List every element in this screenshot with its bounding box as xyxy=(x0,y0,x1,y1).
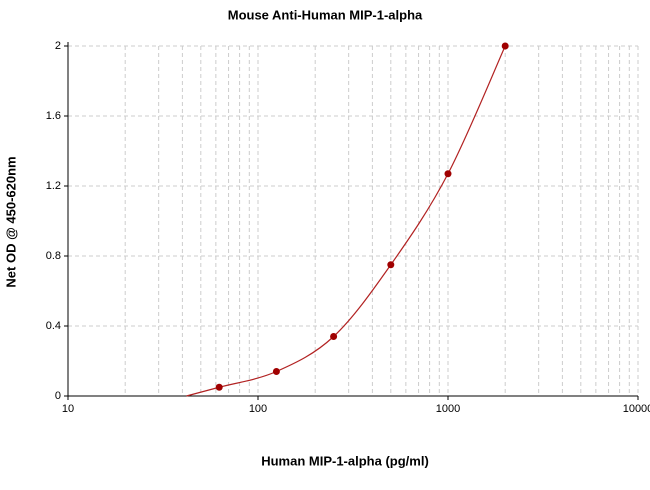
x-tick-label: 100 xyxy=(249,403,267,415)
data-point xyxy=(501,42,509,50)
fit-curve xyxy=(186,45,506,397)
y-tick-label: 1.6 xyxy=(46,110,61,122)
data-point xyxy=(444,170,452,178)
data-point xyxy=(272,368,280,375)
x-tick-label: 1000 xyxy=(436,403,460,415)
chart-title: Mouse Anti-Human MIP-1-alpha xyxy=(228,7,423,22)
y-tick-label: 1.2 xyxy=(46,180,61,192)
x-tick-label: 10 xyxy=(62,403,74,415)
x-axis-label: Human MIP-1-alpha (pg/ml) xyxy=(261,453,429,468)
y-tick-label: 0.4 xyxy=(46,320,61,332)
y-tick-label: 0 xyxy=(55,390,61,402)
data-point xyxy=(330,333,338,340)
y-tick-label: 2 xyxy=(55,40,61,52)
data-point xyxy=(387,261,395,269)
y-axis-label: Net OD @ 450-620nm xyxy=(3,156,18,287)
y-tick-label: 0.8 xyxy=(46,250,61,262)
data-point xyxy=(215,383,223,391)
